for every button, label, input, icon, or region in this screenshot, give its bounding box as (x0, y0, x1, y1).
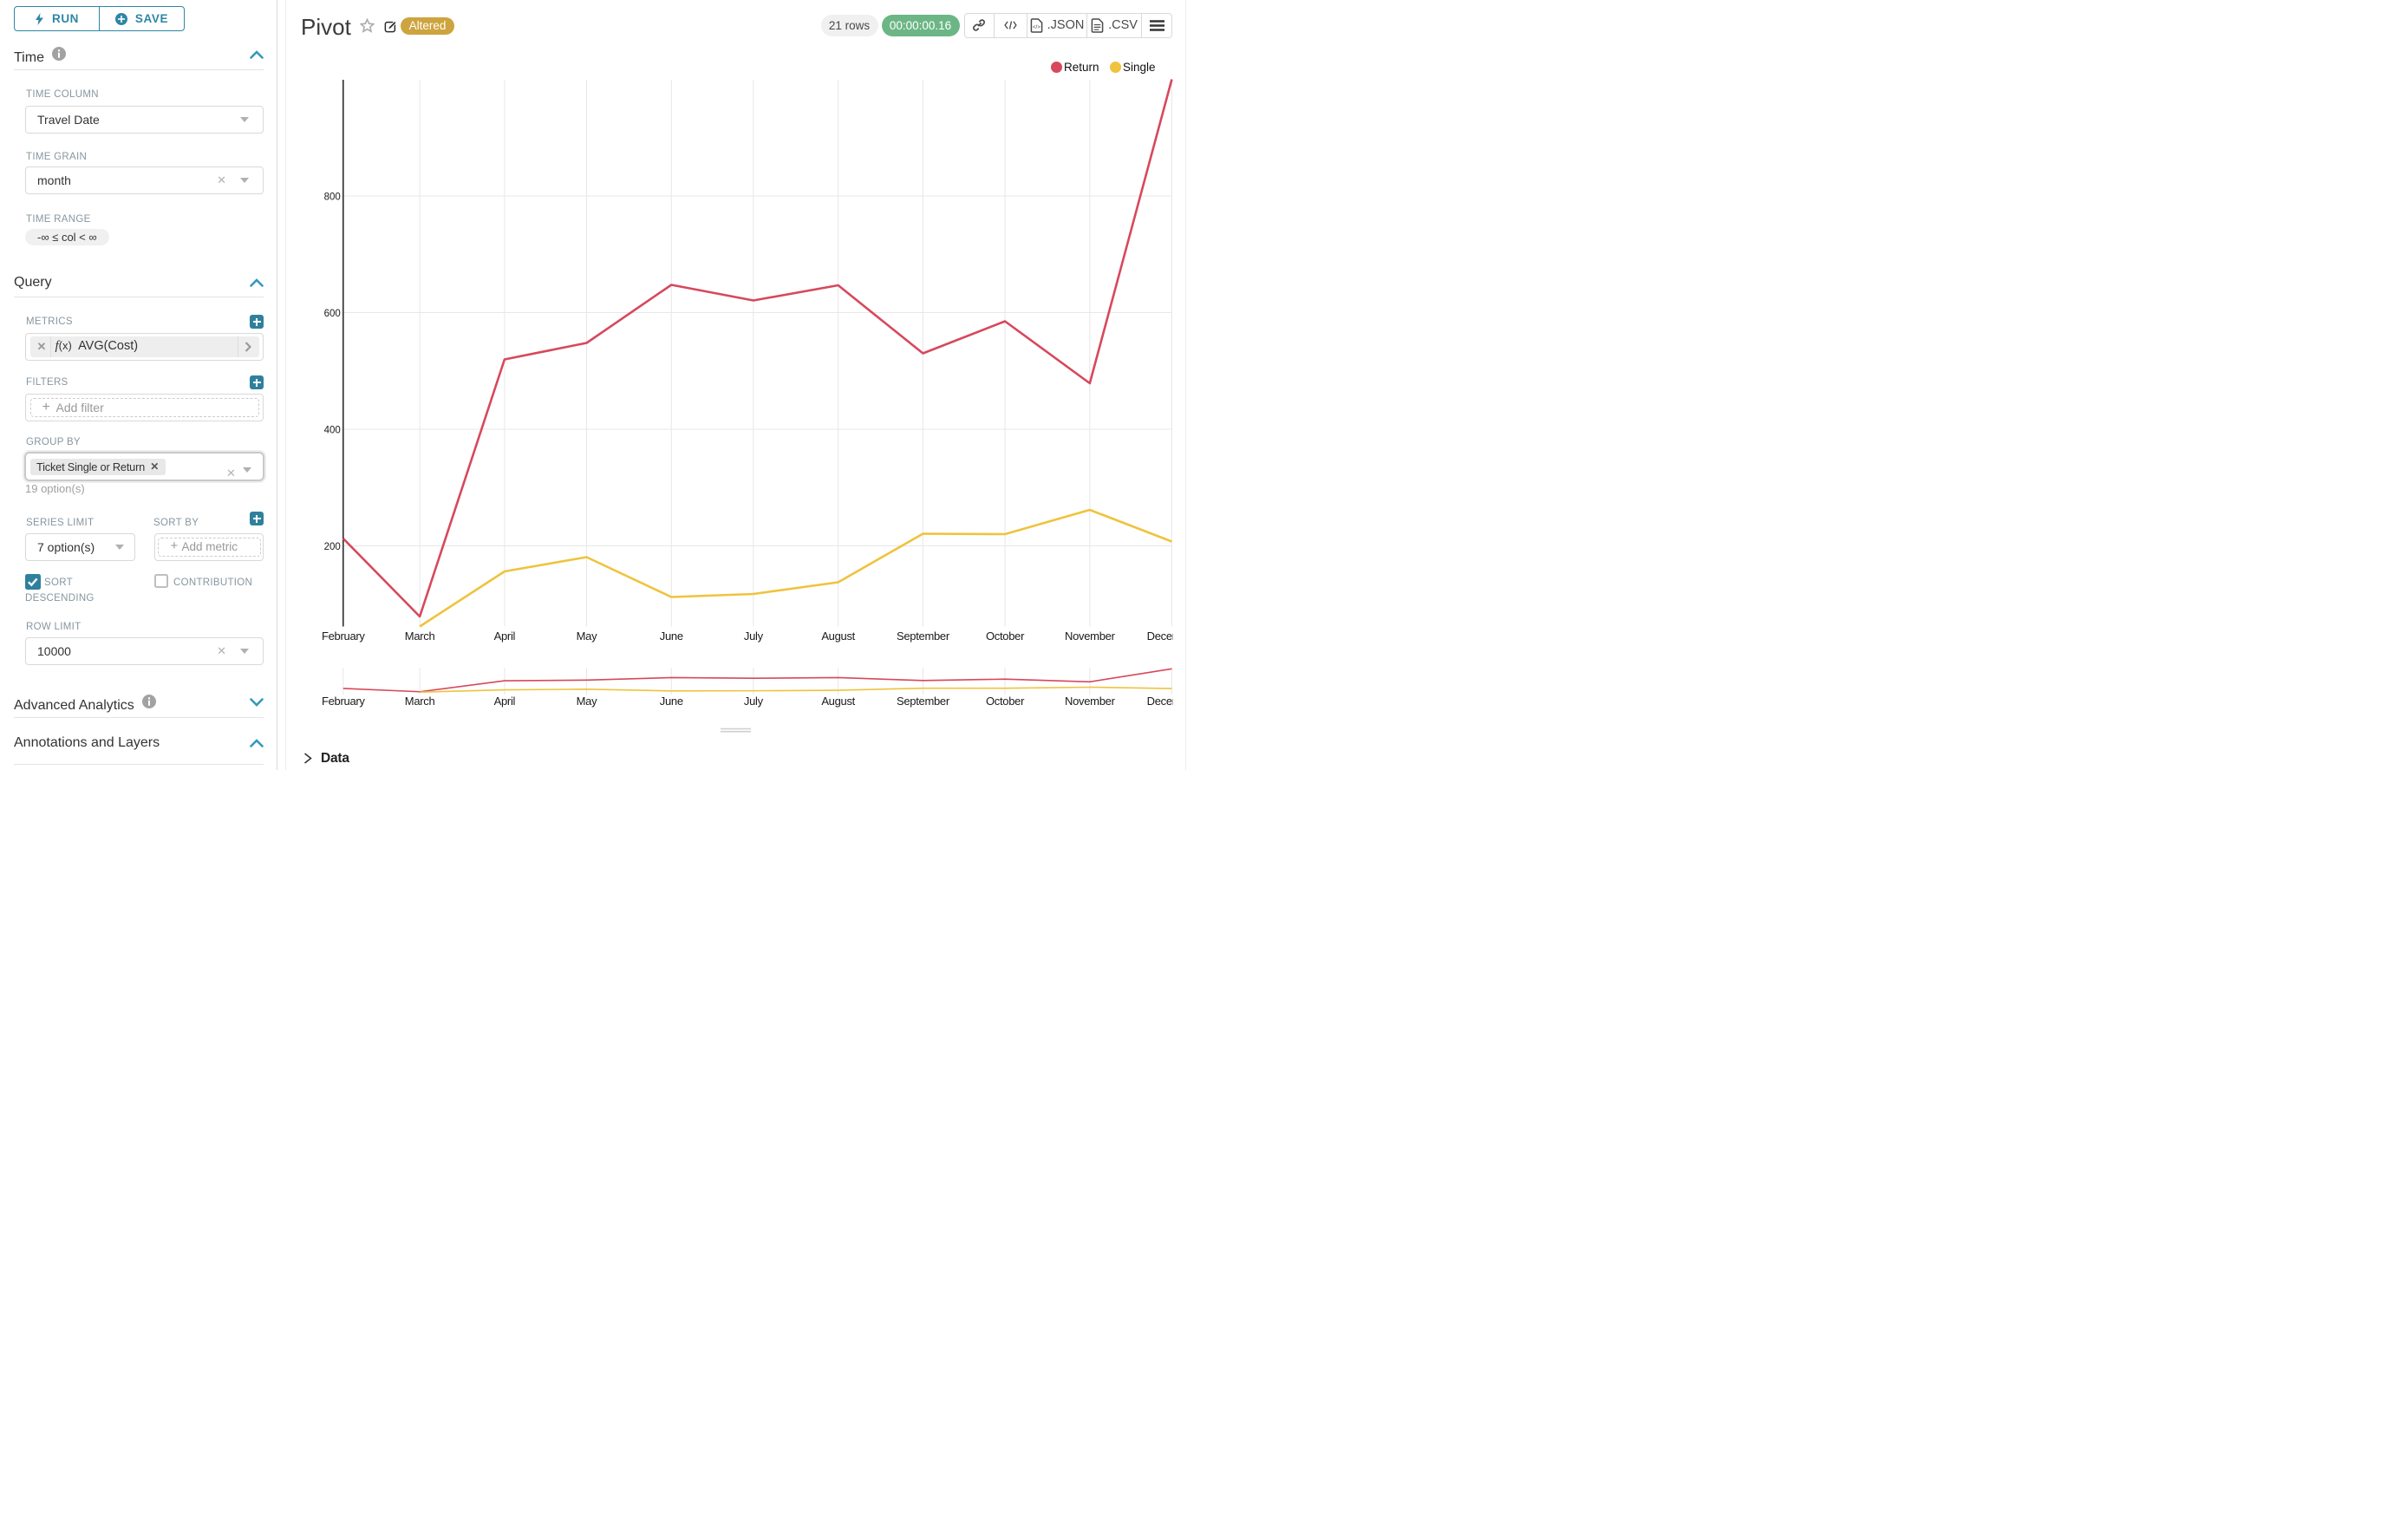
svg-text:November: November (1065, 630, 1116, 643)
svg-text:May: May (577, 630, 597, 643)
svg-text:April: April (494, 630, 516, 643)
svg-text:August: August (821, 695, 855, 708)
svg-text:February: February (322, 695, 365, 708)
svg-text:June: June (660, 695, 683, 708)
svg-text:April: April (494, 695, 516, 708)
svg-text:200: 200 (324, 542, 341, 552)
svg-text:600: 600 (324, 309, 341, 319)
svg-text:February: February (322, 630, 365, 643)
svg-text:March: March (405, 695, 435, 708)
svg-text:October: October (986, 695, 1025, 708)
svg-text:December: December (1147, 695, 1173, 708)
svg-text:</>: </> (1033, 24, 1040, 30)
svg-text:May: May (577, 695, 597, 708)
svg-text:December: December (1147, 630, 1173, 643)
svg-text:400: 400 (324, 426, 341, 436)
svg-text:October: October (986, 630, 1025, 643)
svg-text:800: 800 (324, 192, 341, 203)
svg-text:August: August (821, 630, 855, 643)
svg-text:June: June (660, 630, 683, 643)
svg-text:September: September (897, 695, 950, 708)
svg-text:March: March (405, 630, 435, 643)
svg-text:July: July (744, 695, 764, 708)
svg-text:September: September (897, 630, 950, 643)
svg-text:July: July (744, 630, 764, 643)
svg-text:November: November (1065, 695, 1116, 708)
